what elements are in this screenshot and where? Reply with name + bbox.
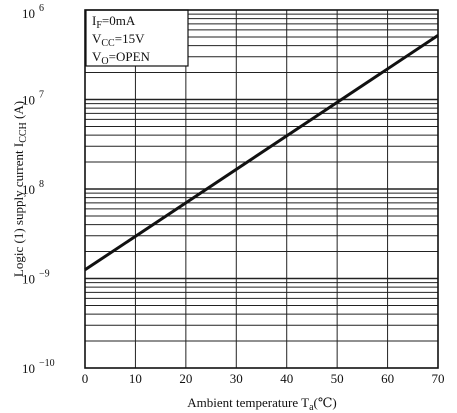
- condition-if: IF=0mA: [92, 13, 136, 31]
- series: [84, 34, 439, 272]
- x-tick-label-50: 50: [331, 371, 344, 386]
- condition-vcc: VCC=15V: [92, 31, 145, 49]
- x-tick-label-0: 0: [82, 371, 89, 386]
- x-tick-label-30: 30: [230, 371, 243, 386]
- x-tick-label-10: 10: [129, 371, 142, 386]
- y-tick-labels: 10 −10 10 −9 10 8 10 7 10 6: [22, 3, 55, 376]
- condition-vo: VO=OPEN: [92, 49, 151, 67]
- y-axis-title: Logic (1) supply current ICCH (A): [11, 101, 29, 277]
- y-tick-label--7: 10 7: [22, 90, 44, 108]
- series-line-0: [84, 34, 439, 272]
- plot-frame: [84, 9, 439, 369]
- y-tick-label--9: 10 −9: [22, 269, 50, 287]
- y-tick-label--8: 10 8: [22, 179, 44, 197]
- y-tick-label--6: 10 6: [22, 3, 44, 21]
- x-tick-label-20: 20: [179, 371, 192, 386]
- x-tick-label-60: 60: [381, 371, 394, 386]
- y-tick-label--10: 10 −10: [22, 358, 55, 376]
- x-axis-title: Ambient temperature Ta(℃): [187, 395, 336, 413]
- conditions-legend: IF=0mA VCC=15V VO=OPEN: [85, 9, 189, 67]
- x-tick-label-40: 40: [280, 371, 293, 386]
- x-tick-label-70: 70: [432, 371, 445, 386]
- x-tick-labels: 0 10 20 30 40 50 60 70: [82, 371, 445, 386]
